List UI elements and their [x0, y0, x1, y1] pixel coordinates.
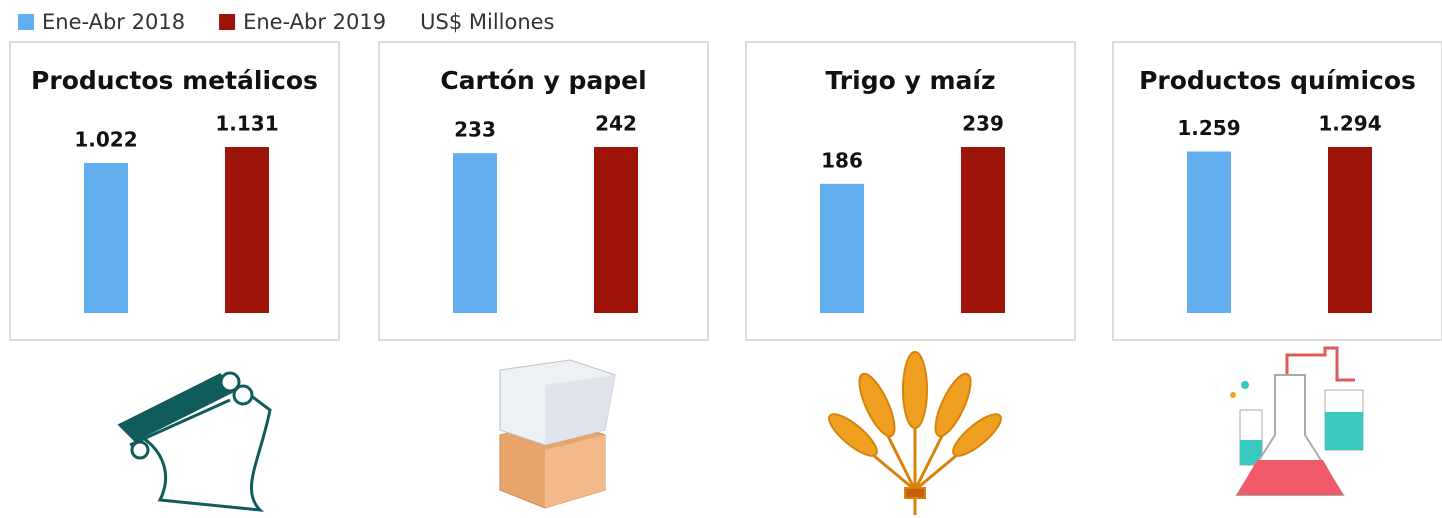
bar [594, 147, 638, 313]
box-icon [500, 360, 615, 508]
chart-title: Trigo y maíz [825, 66, 995, 95]
icons [120, 348, 1363, 515]
bar [225, 147, 269, 313]
value-label: 1.022 [74, 127, 137, 151]
value-label: 186 [821, 148, 863, 172]
bar [820, 184, 864, 313]
bar [453, 153, 497, 313]
bar [1187, 151, 1231, 313]
bar [961, 147, 1005, 313]
infographic: Ene-Abr 2018 Ene-Abr 2019 US$ Millones Prod… [0, 0, 1442, 518]
flask-icon [1230, 348, 1363, 495]
chart-title: Cartón y papel [440, 66, 646, 95]
legend-label: Ene-Abr 2019 [243, 10, 386, 34]
value-label: 1.259 [1177, 116, 1240, 140]
value-label: 233 [454, 118, 496, 142]
unit-note: US$ Millones [420, 10, 554, 34]
legend-label: Ene-Abr 2018 [42, 10, 185, 34]
chart-title: Productos metálicos [31, 66, 318, 95]
chart-title: Productos químicos [1139, 66, 1416, 95]
value-label: 242 [595, 112, 637, 136]
bar [1328, 147, 1372, 313]
value-label: 1.294 [1318, 112, 1381, 136]
value-label: 1.131 [215, 112, 278, 136]
wheat-icon [824, 352, 1007, 515]
legend-swatch [219, 14, 235, 30]
legend-swatch [18, 14, 34, 30]
bar [84, 163, 128, 313]
metal-icon [120, 373, 270, 510]
value-label: 239 [962, 112, 1004, 136]
